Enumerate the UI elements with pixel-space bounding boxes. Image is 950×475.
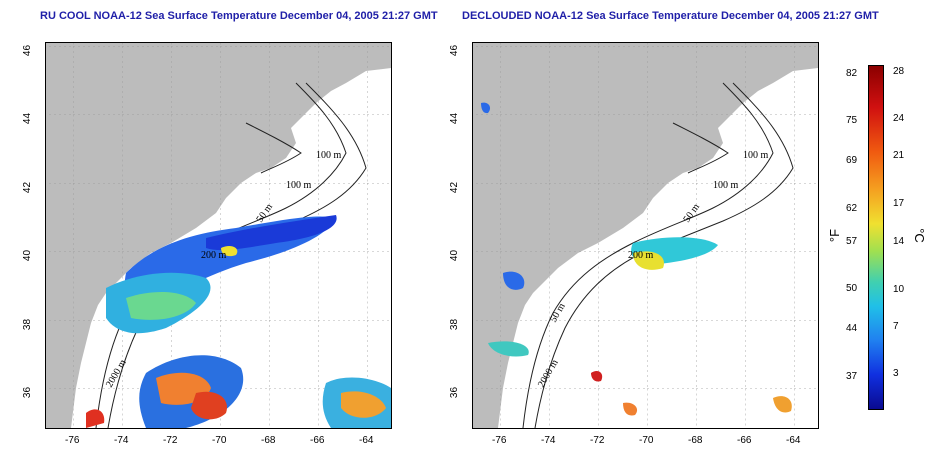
lon-tick: -76 [492, 435, 507, 446]
contour-label-100m-b: 100 m [713, 180, 739, 191]
lat-tick: 46 [449, 44, 461, 57]
lat-tick: 38 [449, 318, 461, 331]
lon-tick: -70 [639, 435, 654, 446]
fahrenheit-tick: 50 [846, 283, 858, 294]
lon-tick: -76 [65, 435, 80, 446]
celsius-tick: 17 [893, 198, 905, 209]
lat-tick: 46 [22, 44, 34, 57]
fahrenheit-tick: 62 [846, 203, 858, 214]
contour-label-100m-a: 100 m [316, 150, 342, 161]
celsius-unit-label: °C [911, 228, 927, 243]
declouded-sst-map: 100 m 100 m 50 m 200 m 50 m 2000 m [472, 42, 819, 429]
lat-tick: 44 [449, 112, 461, 125]
contour-label-200m: 200 m [628, 250, 654, 261]
fahrenheit-tick: 82 [846, 68, 858, 79]
celsius-tick: 28 [893, 66, 905, 77]
lon-tick: -72 [590, 435, 605, 446]
lat-tick: 38 [22, 318, 34, 331]
lon-tick: -64 [786, 435, 801, 446]
lon-tick: -66 [737, 435, 752, 446]
raw-sst-map: 100 m 100 m 50 m 200 m 2000 m [45, 42, 392, 429]
fahrenheit-tick: 44 [846, 323, 858, 334]
fahrenheit-tick: 37 [846, 371, 858, 382]
celsius-tick: 21 [893, 150, 905, 161]
lat-tick: 40 [449, 249, 461, 262]
lon-tick: -68 [688, 435, 703, 446]
lat-tick: 40 [22, 249, 34, 262]
fahrenheit-tick: 57 [846, 236, 858, 247]
lon-tick: -74 [541, 435, 556, 446]
lat-tick: 42 [22, 181, 34, 194]
fahrenheit-unit-label: °F [827, 228, 843, 243]
celsius-tick: 14 [893, 236, 905, 247]
lon-tick: -74 [114, 435, 129, 446]
lat-tick: 36 [22, 386, 34, 399]
fahrenheit-tick: 69 [846, 155, 858, 166]
lat-tick: 42 [449, 181, 461, 194]
contour-label-200m: 200 m [201, 250, 227, 261]
celsius-tick: 24 [893, 113, 905, 124]
celsius-tick: 10 [893, 284, 905, 295]
lon-tick: -64 [359, 435, 374, 446]
fahrenheit-tick: 75 [846, 115, 858, 126]
lon-tick: -68 [261, 435, 276, 446]
contour-label-100m-b: 100 m [286, 180, 312, 191]
lon-tick: -66 [310, 435, 325, 446]
lon-tick: -70 [212, 435, 227, 446]
lon-tick: -72 [163, 435, 178, 446]
celsius-tick: 7 [893, 321, 899, 332]
celsius-tick: 3 [893, 368, 899, 379]
lat-tick: 36 [449, 386, 461, 399]
left-map-title: RU COOL NOAA-12 Sea Surface Temperature … [40, 10, 438, 22]
temperature-colorbar [868, 65, 884, 410]
lat-tick: 44 [22, 112, 34, 125]
contour-label-100m-a: 100 m [743, 150, 769, 161]
right-map-title: DECLOUDED NOAA-12 Sea Surface Temperatur… [462, 10, 879, 22]
